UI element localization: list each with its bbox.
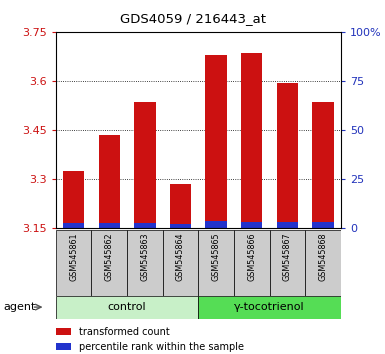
Text: GSM545864: GSM545864: [176, 232, 185, 281]
Bar: [56, 230, 92, 296]
Bar: [163, 230, 198, 296]
Bar: [63, 171, 84, 228]
Text: GSM545865: GSM545865: [212, 232, 221, 281]
Bar: [198, 230, 234, 296]
Bar: [56, 296, 198, 319]
Text: GSM545863: GSM545863: [141, 232, 149, 281]
Text: GSM545862: GSM545862: [105, 232, 114, 281]
Text: GSM545861: GSM545861: [69, 232, 78, 281]
Text: control: control: [108, 302, 146, 312]
Bar: [270, 230, 305, 296]
Text: GSM545866: GSM545866: [247, 232, 256, 281]
Bar: [92, 230, 127, 296]
Bar: [241, 222, 263, 228]
Text: GDS4059 / 216443_at: GDS4059 / 216443_at: [119, 12, 266, 25]
Bar: [170, 184, 191, 228]
Bar: [312, 222, 333, 228]
Bar: [277, 82, 298, 228]
Text: γ-tocotrienol: γ-tocotrienol: [234, 302, 305, 312]
Bar: [305, 230, 341, 296]
Text: agent: agent: [4, 302, 36, 312]
Bar: [277, 222, 298, 228]
Bar: [206, 221, 227, 228]
Bar: [63, 223, 84, 228]
Bar: [234, 230, 270, 296]
Bar: [198, 296, 341, 319]
Bar: [241, 53, 263, 228]
Bar: [170, 224, 191, 228]
Text: GSM545867: GSM545867: [283, 232, 292, 281]
Text: transformed count: transformed count: [79, 327, 169, 337]
Bar: [206, 55, 227, 228]
Bar: [127, 230, 162, 296]
Bar: [56, 343, 72, 350]
Bar: [312, 102, 333, 228]
Bar: [134, 223, 156, 228]
Bar: [134, 102, 156, 228]
Bar: [99, 135, 120, 228]
Bar: [99, 223, 120, 228]
Text: percentile rank within the sample: percentile rank within the sample: [79, 342, 244, 352]
Text: GSM545868: GSM545868: [318, 232, 327, 281]
Bar: [56, 328, 72, 335]
